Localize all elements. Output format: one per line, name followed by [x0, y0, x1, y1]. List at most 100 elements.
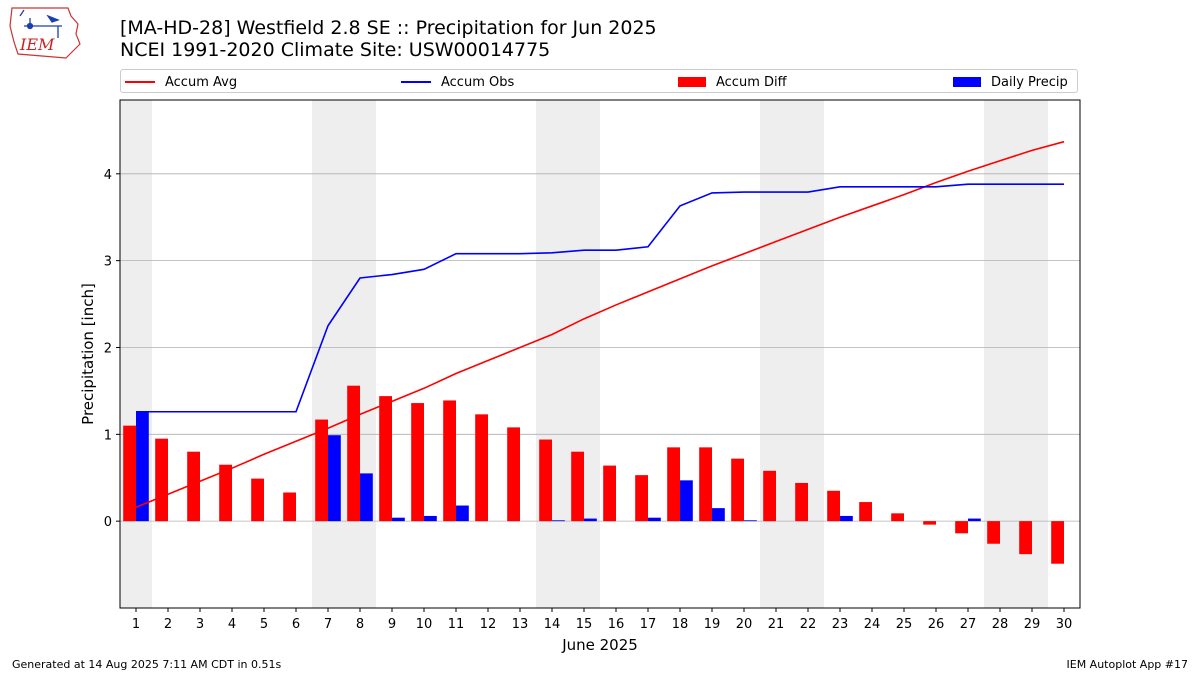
- accum-obs-line: [136, 183, 1064, 413]
- accum-diff-bar: [987, 521, 1000, 544]
- y-tick-label: 3: [104, 255, 112, 270]
- accum-diff-bar: [507, 427, 520, 522]
- x-tick-label: 10: [416, 617, 433, 632]
- daily-precip-bar: [136, 411, 149, 522]
- x-tick-label: 23: [832, 617, 849, 632]
- legend-swatch-accum-diff: [678, 77, 706, 87]
- accum-diff-bar: [827, 490, 840, 522]
- daily-precip-bar: [456, 505, 469, 522]
- chart-subtitle: NCEI 1991-2020 Climate Site: USW00014775: [120, 39, 551, 61]
- app-note: IEM Autoplot App #17: [1066, 658, 1189, 671]
- daily-precip-bar: [968, 518, 981, 522]
- x-tick-label: 28: [992, 617, 1009, 632]
- accum-diff-bar: [635, 475, 648, 522]
- accum-diff-bar: [347, 385, 360, 522]
- weekend-shade: [120, 100, 152, 608]
- iem-logo: IEM: [9, 7, 81, 59]
- accum-diff-bar: [923, 521, 936, 525]
- x-tick-label: 3: [196, 617, 204, 632]
- daily-precip-bar: [328, 435, 341, 522]
- accum-diff-bar: [443, 400, 456, 522]
- accum-diff-bar: [763, 470, 776, 522]
- y-tick-label: 0: [104, 515, 112, 530]
- x-tick-label: 26: [928, 617, 945, 632]
- accum-diff-bar: [155, 438, 168, 522]
- x-tick-label: 9: [388, 617, 396, 632]
- accum-diff-bar: [219, 464, 232, 522]
- x-tick-label: 29: [1024, 617, 1041, 632]
- legend-item-accum-obs: Accum Obs: [401, 70, 514, 94]
- daily-precip-bar: [712, 508, 725, 522]
- x-tick-label: 12: [480, 617, 497, 632]
- accum-diff-bar: [251, 478, 264, 522]
- x-tick-label: 18: [672, 617, 689, 632]
- daily-precip-bar: [680, 480, 693, 522]
- x-tick-label: 1: [132, 617, 140, 632]
- daily-precip-bar: [392, 517, 405, 522]
- x-tick-label: 17: [640, 617, 657, 632]
- x-tick-label: 24: [864, 617, 881, 632]
- chart-title: [MA-HD-28] Westfield 2.8 SE :: Precipita…: [120, 17, 657, 39]
- weekend-shade: [760, 100, 824, 608]
- x-tick-label: 11: [448, 617, 465, 632]
- accum-avg-line: [135, 140, 1065, 509]
- weekend-shade: [312, 100, 376, 608]
- logo-text: IEM: [19, 35, 55, 54]
- legend-label-accum-obs: Accum Obs: [441, 74, 515, 90]
- x-tick-label: 16: [608, 617, 625, 632]
- accum-diff-bar: [123, 425, 136, 522]
- accum-diff-bar: [283, 492, 296, 522]
- accum-diff-bar: [475, 414, 488, 522]
- legend-swatch-daily-precip: [953, 77, 981, 87]
- accum-diff-bar: [795, 482, 808, 522]
- accum-diff-bar: [379, 396, 392, 522]
- daily-precip-bar: [584, 518, 597, 522]
- legend-item-accum-diff: Accum Diff: [678, 70, 787, 94]
- accum-diff-bar: [1051, 521, 1064, 564]
- x-tick-label: 19: [704, 617, 721, 632]
- x-tick-label: 7: [324, 617, 332, 632]
- accum-diff-bar: [539, 439, 552, 522]
- x-tick-label: 8: [356, 617, 364, 632]
- generated-note: Generated at 14 Aug 2025 7:11 AM CDT in …: [12, 658, 282, 671]
- accum-diff-bar: [1019, 521, 1032, 555]
- daily-precip-bar: [424, 515, 437, 522]
- x-tick-label: 30: [1056, 617, 1073, 632]
- x-tick-label: 4: [228, 617, 236, 632]
- y-axis-label: Precipitation [inch]: [79, 283, 97, 425]
- x-tick-label: 5: [260, 617, 268, 632]
- y-tick-label: 2: [104, 341, 112, 356]
- daily-precip-bar: [360, 473, 373, 522]
- legend-swatch-accum-avg: [125, 81, 155, 83]
- accum-diff-bar: [667, 447, 680, 522]
- x-tick-label: 21: [768, 617, 785, 632]
- x-tick-label: 15: [576, 617, 593, 632]
- legend-label-accum-diff: Accum Diff: [716, 74, 787, 90]
- y-tick-label: 1: [104, 428, 112, 443]
- legend: Accum Avg Accum Obs Accum Diff Daily Pre…: [120, 69, 1078, 93]
- x-axis-label: June 2025: [561, 636, 638, 654]
- daily-precip-bar: [552, 520, 565, 522]
- x-tick-label: 13: [512, 617, 529, 632]
- accum-diff-bar: [891, 513, 904, 522]
- x-tick-label: 22: [800, 617, 817, 632]
- x-tick-label: 14: [544, 617, 561, 632]
- legend-item-accum-avg: Accum Avg: [125, 70, 237, 94]
- legend-label-accum-avg: Accum Avg: [165, 74, 238, 90]
- daily-precip-bar: [840, 515, 853, 522]
- x-tick-label: 27: [960, 617, 977, 632]
- weekend-shade: [536, 100, 600, 608]
- y-tick-label: 4: [104, 168, 112, 183]
- accum-diff-bar: [731, 458, 744, 522]
- x-tick-label: 6: [292, 617, 300, 632]
- daily-precip-bar: [744, 520, 757, 522]
- plot-frame: [119, 99, 1081, 609]
- accum-diff-bar: [571, 451, 584, 522]
- legend-item-daily-precip: Daily Precip: [953, 70, 1068, 94]
- legend-label-daily-precip: Daily Precip: [991, 74, 1068, 90]
- x-tick-label: 20: [736, 617, 753, 632]
- daily-precip-bar: [648, 517, 661, 522]
- accum-diff-bar: [315, 419, 328, 522]
- accum-diff-bar: [187, 451, 200, 522]
